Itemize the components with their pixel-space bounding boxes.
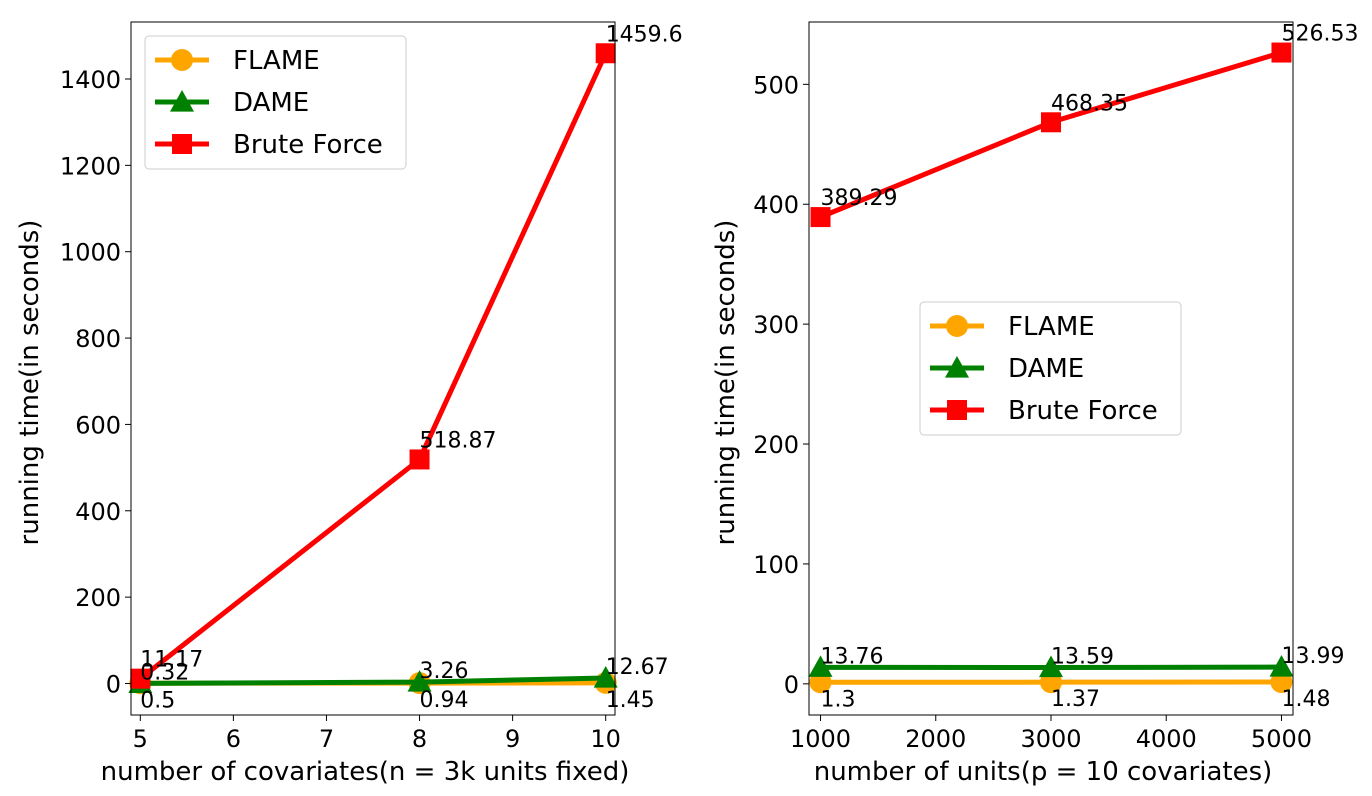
data-label: 0.32 [140, 660, 189, 685]
legend-entry: FLAME [1008, 312, 1095, 342]
data-point-dame [1269, 655, 1294, 677]
y-tick-label: 400 [753, 191, 799, 219]
data-label: 526.53 [1281, 22, 1358, 47]
y-tick-label: 200 [75, 584, 121, 612]
data-label: 1.3 [821, 687, 856, 712]
data-label: 11.17 [140, 648, 203, 673]
x-tick-label: 4000 [1136, 725, 1197, 753]
y-tick-label: 0 [784, 671, 799, 699]
y-tick-label: 0 [106, 670, 121, 698]
legend: FLAME DAME Brute Force [919, 301, 1182, 436]
data-point-dame [1039, 655, 1063, 678]
legend-entry: Brute Force [1008, 396, 1158, 426]
x-tick-label: 9 [505, 725, 520, 753]
data-label: 3.26 [420, 659, 469, 684]
data-point-brute-force [1271, 42, 1292, 63]
legend: FLAME DAME Brute Force [144, 35, 407, 170]
y-tick-label: 800 [75, 325, 121, 353]
data-label: 13.59 [1051, 645, 1114, 670]
y-tick-label: 500 [753, 71, 799, 99]
x-tick-label: 3000 [1020, 725, 1081, 753]
x-axis-title: number of covariates(n = 3k units fixed) [101, 757, 630, 787]
x-tick-label: 2000 [905, 725, 966, 753]
data-label: 1.37 [1051, 687, 1100, 712]
x-tick-label: 7 [319, 725, 334, 753]
legend-entry: DAME [1008, 354, 1084, 384]
legend-entry: Brute Force [233, 130, 383, 160]
data-label: 0.94 [420, 688, 469, 713]
data-label: 1.45 [606, 688, 655, 713]
y-axis-title: running time(in seconds) [711, 220, 741, 546]
legend-marker [947, 400, 967, 420]
chart-panel-1: 0.5 0.94 1.45 0.32 3.26 12.67 11.17 518.87 1459.… [15, 21, 683, 787]
legend-entry: DAME [233, 88, 309, 118]
data-point-dame [407, 670, 432, 692]
x-axis-title: number of units(p = 10 covariates) [814, 757, 1273, 787]
data-label: 13.99 [1281, 644, 1344, 669]
data-label: 13.76 [821, 644, 884, 669]
data-point-dame [808, 655, 833, 677]
data-point-brute-force [810, 207, 831, 228]
data-point-brute-force [130, 668, 151, 689]
legend-marker [170, 90, 194, 112]
y-tick-label: 600 [75, 411, 121, 439]
legend-entry: FLAME [233, 46, 320, 76]
data-label: 12.67 [606, 655, 669, 680]
y-tick-label: 300 [753, 311, 799, 339]
plot-frame [130, 21, 616, 716]
x-tick-label: 5000 [1251, 725, 1312, 753]
x-tick-label: 5 [133, 725, 148, 753]
y-tick-label: 1000 [60, 239, 121, 267]
data-label: 1.48 [1281, 687, 1330, 712]
data-label: 518.87 [420, 428, 497, 453]
data-label: 389.29 [821, 186, 898, 211]
y-tick-label: 1400 [60, 66, 121, 94]
y-tick-label: 1200 [60, 152, 121, 180]
y-tick-label: 400 [75, 498, 121, 526]
data-point-brute-force [1041, 112, 1061, 133]
x-tick-label: 6 [226, 725, 241, 753]
y-axis-title: running time(in seconds) [15, 220, 45, 546]
data-point-dame [593, 666, 618, 688]
data-label: 1459.6 [606, 22, 683, 47]
legend-marker [946, 315, 968, 337]
legend-box [144, 35, 407, 170]
data-point-brute-force [595, 43, 616, 64]
y-tick-label: 100 [753, 551, 799, 579]
legend-box [919, 301, 1182, 436]
legend-marker [171, 49, 193, 71]
x-tick-label: 1000 [790, 725, 851, 753]
chart-panel-2: 1.3 1.37 1.48 13.76 13.59 13.99 389.29 468.35 52… [711, 21, 1358, 787]
data-label: 468.35 [1051, 91, 1128, 116]
legend-marker [172, 134, 192, 154]
y-tick-label: 200 [753, 431, 799, 459]
data-point-brute-force [409, 449, 430, 470]
x-tick-label: 8 [412, 725, 427, 753]
data-label: 0.5 [140, 688, 175, 713]
x-tick-label: 10 [590, 725, 621, 753]
legend-marker [945, 356, 969, 378]
